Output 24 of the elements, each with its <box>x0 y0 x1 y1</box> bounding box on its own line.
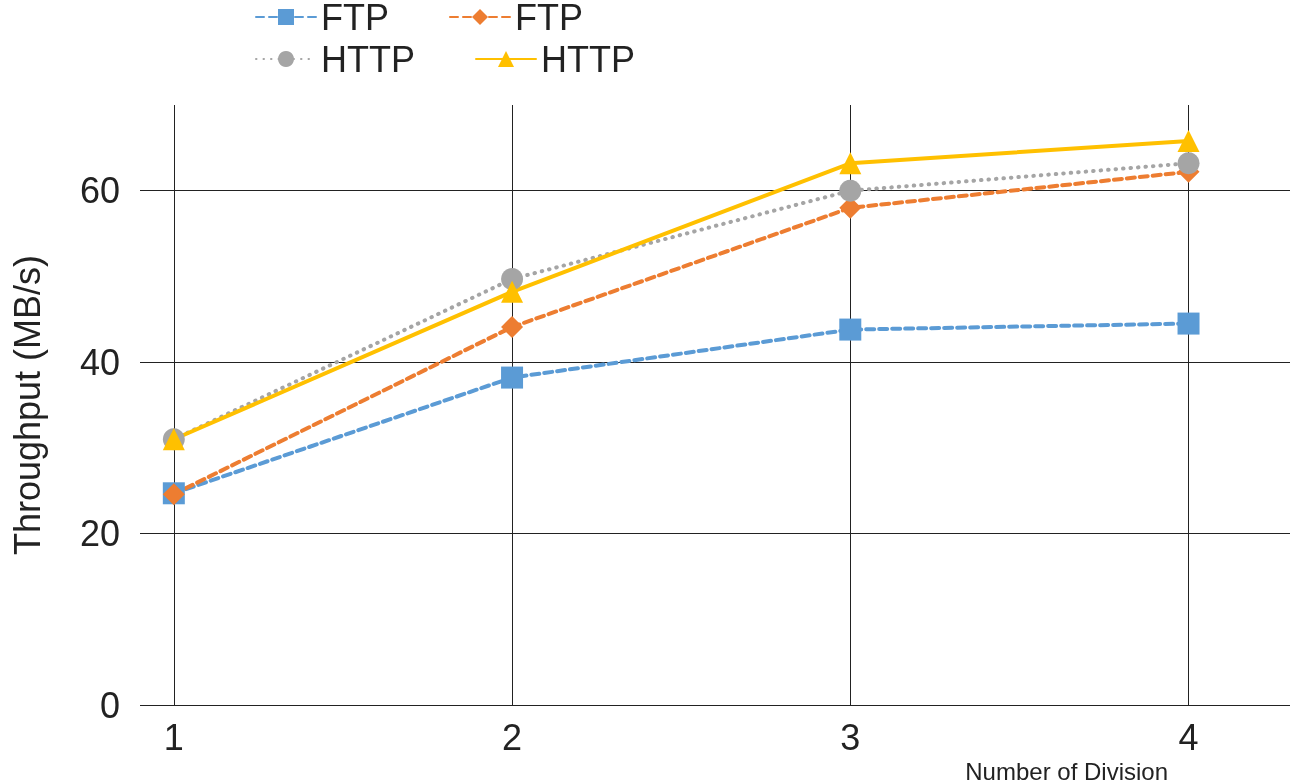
y-tick-label: 40 <box>79 341 120 383</box>
point <box>1177 130 1200 152</box>
y-tick-label: 0 <box>99 684 120 726</box>
legend-label: FTP <box>514 0 583 38</box>
point <box>1177 152 1200 175</box>
legend-label: HTTP <box>321 38 415 80</box>
x-tick-label: 4 <box>1178 716 1199 758</box>
point <box>501 366 524 389</box>
point <box>839 152 862 175</box>
y-tick-label: 60 <box>79 170 120 212</box>
x-tick-label: 2 <box>502 716 523 758</box>
point <box>501 316 524 338</box>
point <box>501 268 524 290</box>
point <box>839 179 862 202</box>
x-tick-label: 3 <box>840 716 861 758</box>
legend-label: FTP <box>321 0 389 38</box>
y-axis-title: Throughput (MB/s) <box>6 254 48 556</box>
point <box>1177 312 1200 335</box>
point <box>839 318 862 341</box>
x-tick-label: 1 <box>163 716 184 758</box>
point <box>501 280 524 303</box>
legend-label: HTTP <box>540 38 635 80</box>
x-axis-title: Number of Division <box>965 757 1168 783</box>
y-tick-label: 20 <box>79 513 120 555</box>
